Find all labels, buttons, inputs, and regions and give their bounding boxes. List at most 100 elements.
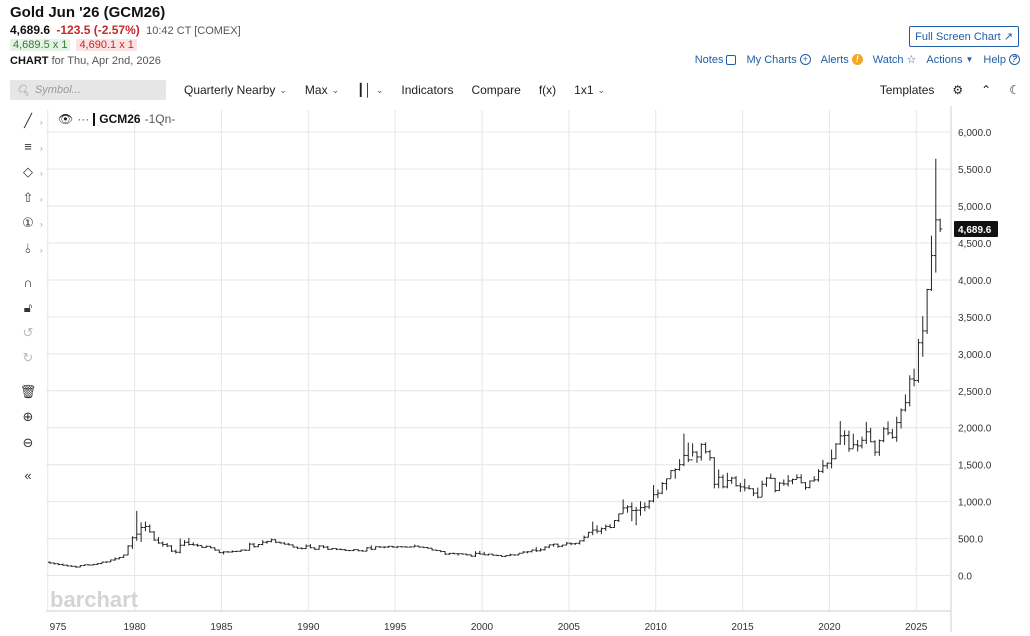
- ohlc-bar: [812, 476, 817, 482]
- ohlc-bar: [347, 549, 352, 552]
- my-charts-link[interactable]: My Charts +: [746, 54, 811, 66]
- search-icon: 🔍︎: [16, 84, 30, 97]
- zoom-in-icon[interactable]: ⊕: [22, 409, 34, 424]
- ohlc-bar: [560, 544, 565, 548]
- magnet-icon[interactable]: ∩: [23, 275, 33, 290]
- period-select[interactable]: Quarterly Nearby ⌄: [184, 83, 287, 97]
- trash-icon[interactable]: 🗑︎: [19, 384, 37, 399]
- price-chart[interactable]: 6,000.0 5,500.0 5,000.0 4,500.0 4,000.0 3,500…: [46, 106, 998, 632]
- watch-label: Watch: [872, 53, 904, 66]
- price-change: -123.5 (-2.57%): [56, 23, 140, 37]
- ohlc-bar: [199, 545, 204, 548]
- ohlc-bar: [456, 553, 461, 556]
- quote-line: 4,689.6 -123.5 (-2.57%) 10:42 CT [COMEX]: [10, 23, 241, 37]
- ohlc-bar: [351, 548, 356, 552]
- actions-menu[interactable]: Actions ▼: [926, 54, 973, 66]
- collapse-icon[interactable]: ⌃: [981, 83, 992, 97]
- ohlc-bar: [252, 543, 257, 548]
- fx-button[interactable]: f(x): [538, 83, 557, 97]
- ohlc-bar: [838, 421, 843, 445]
- gear-icon[interactable]: ⚙: [952, 83, 964, 97]
- ohlc-bar: [729, 476, 734, 484]
- ohlc-bar: [938, 218, 943, 232]
- chart-type-select[interactable]: ┃│ ⌄: [357, 83, 383, 97]
- alerts-link[interactable]: Alerts!: [821, 54, 863, 66]
- chart-legend: 👁︎ ··· GCM26 -1Qn-: [58, 112, 175, 126]
- ohlc-bar: [590, 521, 595, 536]
- ohlc-bar: [91, 563, 96, 566]
- ohlc-bar: [634, 506, 639, 526]
- ohlc-bar: [907, 375, 912, 407]
- ohlc-bar: [721, 474, 726, 489]
- unlock-icon[interactable]: 🔓︎: [23, 300, 33, 315]
- notes-icon: [726, 54, 737, 65]
- ohlc-bar: [716, 469, 721, 489]
- layout-label: 1x1: [574, 83, 594, 97]
- indicators-button[interactable]: Indicators: [401, 83, 454, 97]
- ohlc-bar: [126, 545, 131, 556]
- ohlc-bar: [69, 565, 74, 568]
- barchart-watermark: barchart: [50, 587, 139, 612]
- full-screen-button[interactable]: Full Screen Chart ↗: [909, 26, 1019, 47]
- ohlc-bar: [147, 524, 152, 533]
- plus-icon: +: [799, 54, 811, 65]
- templates-button[interactable]: Templates: [879, 83, 935, 97]
- ohlc-bar: [143, 521, 148, 532]
- ohlc-bar: [469, 554, 474, 557]
- measure-tool-icon[interactable]: ⫰ ›: [25, 241, 43, 256]
- ohlc-bar: [100, 561, 105, 565]
- range-select[interactable]: Max ⌄: [305, 83, 339, 97]
- ohlc-bar: [894, 416, 899, 442]
- zoom-out-icon[interactable]: ⊖: [22, 435, 34, 450]
- chevron-down-icon: ⌄: [375, 84, 384, 95]
- ohlc-bar: [286, 543, 291, 546]
- ohlc-bar: [694, 451, 699, 463]
- ohlc-bar: [599, 527, 604, 535]
- ohlc-bar: [920, 316, 925, 357]
- ohlc-bar: [638, 501, 643, 516]
- annotation-tool-icon[interactable]: ① ›: [22, 215, 43, 230]
- notes-link[interactable]: Notes: [695, 54, 737, 66]
- ohlc-bar: [703, 442, 708, 454]
- watch-link[interactable]: Watch ☆: [872, 53, 917, 67]
- trendline-icon[interactable]: ╱ ›: [24, 113, 43, 128]
- ohlc-bar: [629, 502, 634, 522]
- ohlc-bar: [82, 564, 87, 567]
- symbol-search-input[interactable]: 🔍︎ Symbol...: [10, 80, 166, 100]
- shape-tool-icon[interactable]: ◇ ›: [23, 164, 43, 179]
- x-tick-label: 2015: [731, 622, 754, 632]
- chart-for-date: for Thu, Apr 2nd, 2026: [51, 55, 161, 67]
- collapse-panel-icon[interactable]: «: [24, 468, 32, 483]
- ohlc-bar: [734, 476, 739, 487]
- eye-icon[interactable]: 👁︎: [58, 112, 74, 126]
- ohlc-bar: [790, 478, 795, 485]
- ohlc-bar: [829, 449, 834, 469]
- ohlc-bar: [625, 505, 630, 513]
- ohlc-bar: [108, 559, 113, 563]
- help-link[interactable]: Help?: [983, 54, 1020, 66]
- ohlc-bar: [673, 468, 678, 479]
- ohlc-bar: [577, 540, 582, 545]
- fib-tool-icon[interactable]: ≡ ›: [24, 139, 43, 154]
- ohlc-bar: [851, 433, 856, 450]
- ohlc-bar: [495, 554, 500, 557]
- ohlc-bar: [890, 428, 895, 439]
- undo-icon[interactable]: ↺: [22, 325, 34, 340]
- ohlc-bar: [538, 548, 543, 552]
- layout-select[interactable]: 1x1 ⌄: [574, 83, 605, 97]
- more-icon[interactable]: ···: [77, 112, 90, 126]
- ohlc-bar: [477, 550, 482, 555]
- arrow-tool-icon[interactable]: ⇧ ›: [22, 190, 43, 205]
- ohlc-bar: [65, 564, 70, 567]
- ohlc-bar: [399, 546, 404, 548]
- ohlc-bar: [404, 546, 409, 548]
- compare-button[interactable]: Compare: [471, 83, 521, 97]
- ohlc-bar: [412, 544, 417, 548]
- redo-icon[interactable]: ↻: [22, 350, 34, 365]
- ohlc-bar: [295, 546, 300, 549]
- ohlc-bar: [586, 531, 591, 538]
- ohlc-bar: [873, 440, 878, 456]
- full-screen-label: Full Screen Chart: [915, 31, 1001, 43]
- ohlc-bar: [265, 540, 270, 544]
- theme-icon[interactable]: ☾: [1009, 83, 1020, 97]
